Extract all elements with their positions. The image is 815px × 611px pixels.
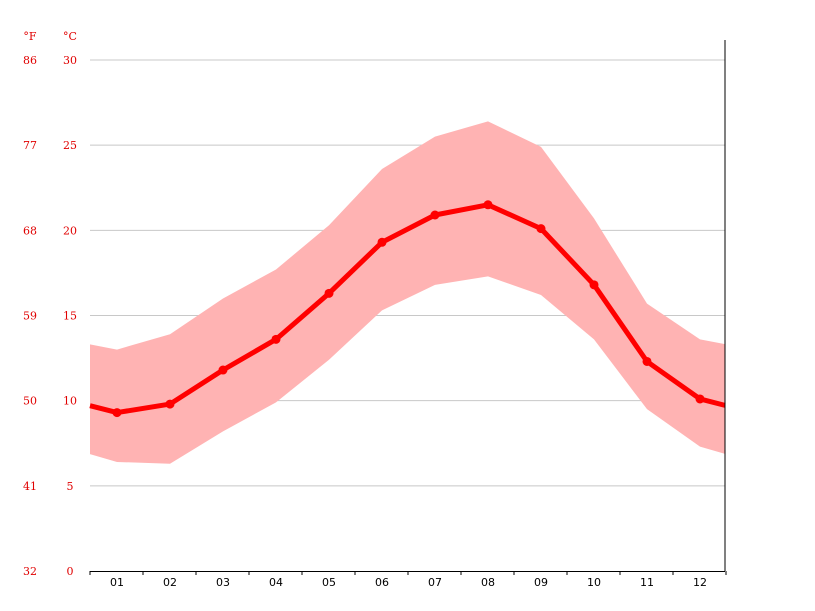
ytick-c: 30 bbox=[63, 54, 77, 67]
xtick-label: 02 bbox=[163, 576, 177, 589]
ytick-c: 10 bbox=[63, 395, 77, 408]
xtick-label: 09 bbox=[534, 576, 548, 589]
xtick-label: 01 bbox=[110, 576, 124, 589]
mean-temperature-line bbox=[89, 202, 726, 416]
xtick-label: 04 bbox=[269, 576, 283, 589]
xtick-label: 12 bbox=[693, 576, 707, 589]
ytick-f: 32 bbox=[23, 565, 37, 578]
mean-point bbox=[483, 200, 493, 210]
mean-point bbox=[324, 288, 334, 298]
mean-point bbox=[271, 334, 281, 344]
mean-point bbox=[112, 408, 122, 418]
ytick-c: 25 bbox=[63, 139, 77, 152]
temperature-range-band bbox=[90, 121, 725, 464]
xtick-label: 07 bbox=[428, 576, 442, 589]
mean-point bbox=[642, 356, 652, 366]
unit-c: °C bbox=[63, 30, 77, 43]
mean-point bbox=[695, 394, 705, 404]
ytick-f: 41 bbox=[23, 480, 37, 493]
mean-point bbox=[536, 224, 546, 234]
unit-f: °F bbox=[23, 30, 37, 43]
xtick-label: 03 bbox=[216, 576, 230, 589]
ytick-f: 86 bbox=[23, 54, 37, 67]
ytick-f: 50 bbox=[23, 395, 37, 408]
ytick-c: 20 bbox=[63, 224, 77, 237]
ytick-c: 0 bbox=[67, 565, 74, 578]
ytick-c: 15 bbox=[63, 310, 77, 323]
ytick-c: 5 bbox=[67, 480, 74, 493]
xtick-label: 05 bbox=[322, 576, 336, 589]
ytick-f: 59 bbox=[23, 310, 37, 323]
xtick-label: 10 bbox=[587, 576, 601, 589]
mean-point bbox=[377, 237, 387, 247]
ytick-f: 68 bbox=[23, 224, 37, 237]
mean-point bbox=[165, 399, 175, 409]
xtick-label: 08 bbox=[481, 576, 495, 589]
xtick-label: 11 bbox=[640, 576, 654, 589]
mean-point bbox=[430, 210, 440, 220]
ytick-f: 77 bbox=[23, 139, 37, 152]
mean-point bbox=[218, 365, 228, 375]
mean-point bbox=[589, 280, 599, 290]
xtick-label: 06 bbox=[375, 576, 389, 589]
